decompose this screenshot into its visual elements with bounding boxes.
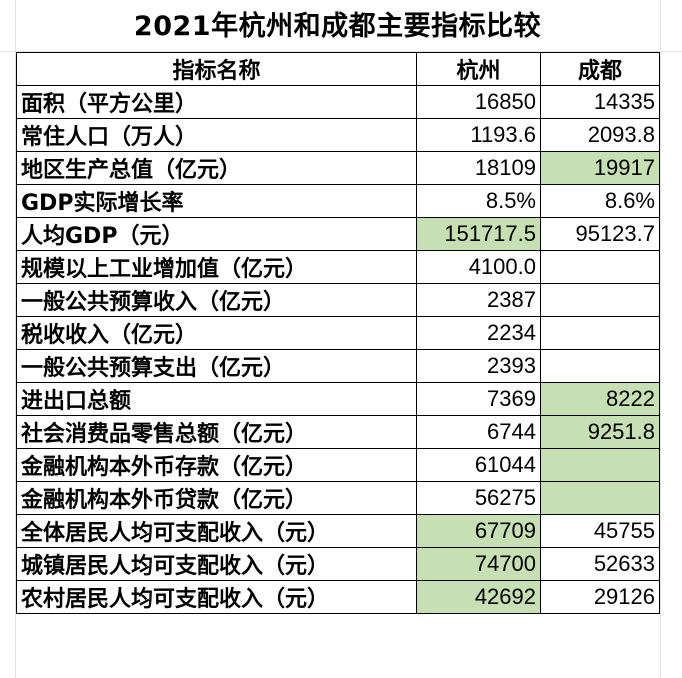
sheet-title: 2021年杭州和成都主要指标比较 [133, 11, 542, 42]
table-row: 金融机构本外币贷款（亿元） 56275 [16, 481, 660, 515]
header-row: 指标名称 杭州 成都 [16, 52, 660, 86]
indicator-name-cell[interactable]: 城镇居民人均可支配收入（元） [16, 547, 417, 581]
chengdu-value-cell[interactable]: 8222 [540, 382, 660, 416]
table-row: 税收收入（亿元） 2234 [16, 316, 660, 350]
hangzhou-value-cell[interactable]: 6744 [416, 415, 541, 449]
table-row: 面积（平方公里） 16850 14335 [16, 85, 660, 119]
table-row: 人均GDP（元） 151717.5 95123.7 [16, 217, 660, 251]
gridline [15, 0, 16, 678]
chengdu-value-cell[interactable]: 14335 [540, 85, 660, 119]
indicator-name-cell[interactable]: 人均GDP（元） [16, 217, 417, 251]
header-chengdu-cell[interactable]: 成都 [540, 52, 660, 86]
hangzhou-value-cell[interactable]: 4100.0 [416, 250, 541, 284]
table-row: 农村居民人均可支配收入（元） 42692 29126 [16, 580, 660, 614]
table-row: 城镇居民人均可支配收入（元） 74700 52633 [16, 547, 660, 581]
hangzhou-value-cell[interactable]: 42692 [416, 580, 541, 614]
chengdu-value-cell[interactable]: 8.6% [540, 184, 660, 218]
indicator-name-cell[interactable]: GDP实际增长率 [16, 184, 417, 218]
hangzhou-value-cell[interactable]: 67709 [416, 514, 541, 548]
indicator-name-cell[interactable]: 进出口总额 [16, 382, 417, 416]
chengdu-value-cell[interactable] [540, 316, 660, 350]
table-row: 规模以上工业增加值（亿元） 4100.0 [16, 250, 660, 284]
gridline [0, 51, 682, 52]
header-hangzhou-cell[interactable]: 杭州 [416, 52, 541, 86]
table-row: 进出口总额 7369 8222 [16, 382, 660, 416]
chengdu-value-cell[interactable]: 9251.8 [540, 415, 660, 449]
table-row: 全体居民人均可支配收入（元） 67709 45755 [16, 514, 660, 548]
hangzhou-value-cell[interactable]: 56275 [416, 481, 541, 515]
chengdu-value-cell[interactable] [540, 283, 660, 317]
hangzhou-value-cell[interactable]: 74700 [416, 547, 541, 581]
indicator-table: 指标名称 杭州 成都 面积（平方公里） 16850 14335 常住人口（万人） 119… [16, 52, 660, 614]
chengdu-value-cell[interactable]: 52633 [540, 547, 660, 581]
header-indicator-cell[interactable]: 指标名称 [16, 52, 417, 86]
hangzhou-value-cell[interactable]: 2387 [416, 283, 541, 317]
hangzhou-value-cell[interactable]: 2393 [416, 349, 541, 383]
indicator-name-cell[interactable]: 金融机构本外币存款（亿元） [16, 448, 417, 482]
hangzhou-value-cell[interactable]: 8.5% [416, 184, 541, 218]
indicator-name-cell[interactable]: 地区生产总值（亿元） [16, 151, 417, 185]
indicator-name-cell[interactable]: 常住人口（万人） [16, 118, 417, 152]
indicator-name-cell[interactable]: 金融机构本外币贷款（亿元） [16, 481, 417, 515]
chengdu-value-cell[interactable] [540, 250, 660, 284]
table-row: 社会消费品零售总额（亿元） 6744 9251.8 [16, 415, 660, 449]
chengdu-value-cell[interactable] [540, 349, 660, 383]
indicator-name-cell[interactable]: 规模以上工业增加值（亿元） [16, 250, 417, 284]
chengdu-value-cell[interactable]: 19917 [540, 151, 660, 185]
indicator-name-cell[interactable]: 一般公共预算收入（亿元） [16, 283, 417, 317]
hangzhou-value-cell[interactable]: 16850 [416, 85, 541, 119]
hangzhou-value-cell[interactable]: 61044 [416, 448, 541, 482]
indicator-name-cell[interactable]: 面积（平方公里） [16, 85, 417, 119]
chengdu-value-cell[interactable]: 95123.7 [540, 217, 660, 251]
indicator-name-cell[interactable]: 一般公共预算支出（亿元） [16, 349, 417, 383]
chengdu-value-cell[interactable]: 2093.8 [540, 118, 660, 152]
hangzhou-value-cell[interactable]: 151717.5 [416, 217, 541, 251]
table-row: 一般公共预算收入（亿元） 2387 [16, 283, 660, 317]
hangzhou-value-cell[interactable]: 1193.6 [416, 118, 541, 152]
chengdu-value-cell[interactable] [540, 448, 660, 482]
indicator-name-cell[interactable]: 税收收入（亿元） [16, 316, 417, 350]
table-body: 面积（平方公里） 16850 14335 常住人口（万人） 1193.6 2093.8 地区… [16, 85, 660, 614]
table-row: GDP实际增长率 8.5% 8.6% [16, 184, 660, 218]
table-row: 地区生产总值（亿元） 18109 19917 [16, 151, 660, 185]
hangzhou-value-cell[interactable]: 2234 [416, 316, 541, 350]
table-row: 常住人口（万人） 1193.6 2093.8 [16, 118, 660, 152]
indicator-name-cell[interactable]: 农村居民人均可支配收入（元） [16, 580, 417, 614]
indicator-name-cell[interactable]: 全体居民人均可支配收入（元） [16, 514, 417, 548]
table-row: 一般公共预算支出（亿元） 2393 [16, 349, 660, 383]
chengdu-value-cell[interactable]: 29126 [540, 580, 660, 614]
chengdu-value-cell[interactable] [540, 481, 660, 515]
indicator-name-cell[interactable]: 社会消费品零售总额（亿元） [16, 415, 417, 449]
gridline [660, 0, 661, 678]
chengdu-value-cell[interactable]: 45755 [540, 514, 660, 548]
table-row: 金融机构本外币存款（亿元） 61044 [16, 448, 660, 482]
hangzhou-value-cell[interactable]: 18109 [416, 151, 541, 185]
hangzhou-value-cell[interactable]: 7369 [416, 382, 541, 416]
